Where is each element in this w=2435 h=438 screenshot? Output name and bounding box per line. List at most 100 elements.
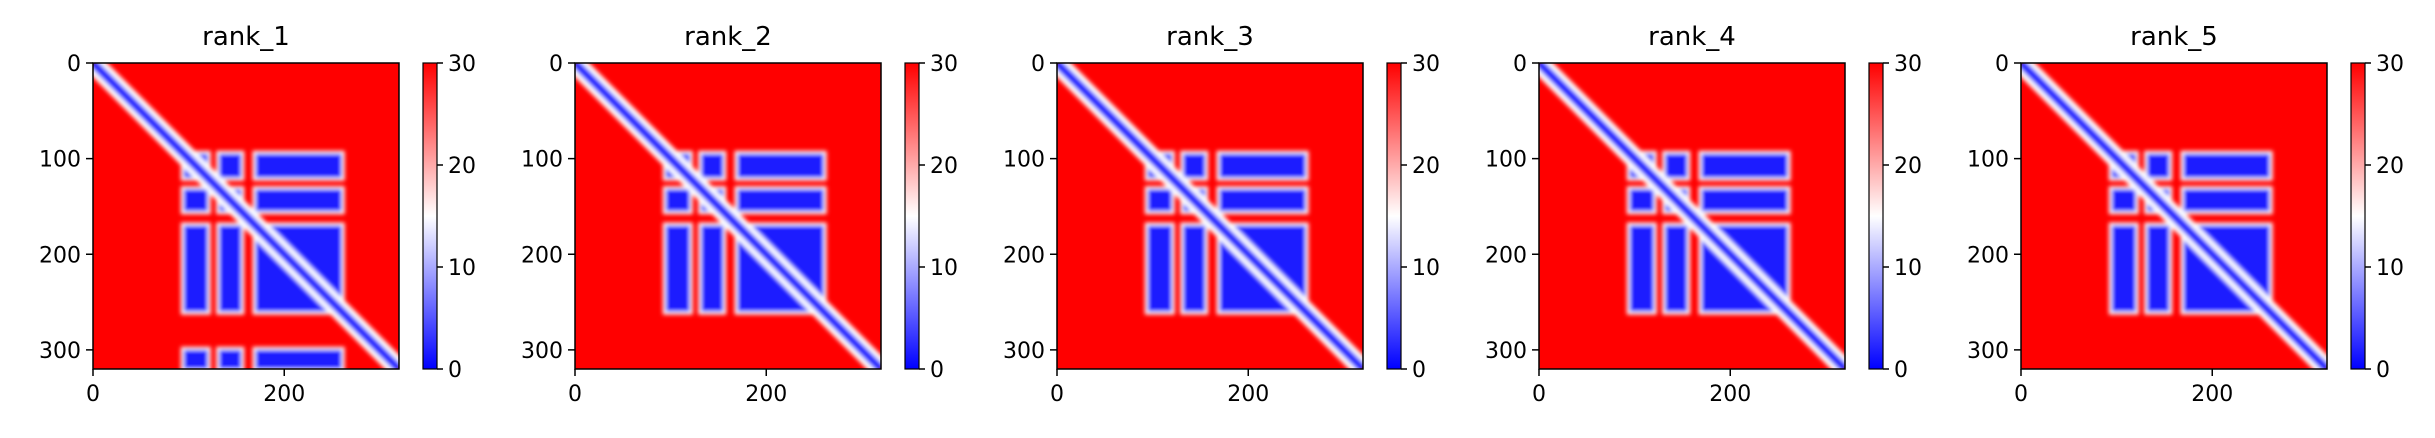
heatmap-2 — [575, 63, 881, 369]
y-tick-label: 100 — [1485, 148, 1527, 173]
contact-block — [1147, 189, 1172, 212]
x-tick-label: 200 — [2191, 382, 2233, 407]
contact-block — [183, 349, 208, 369]
contact-block — [701, 153, 724, 178]
contact-block — [737, 153, 824, 178]
panel-title: rank_5 — [2130, 22, 2218, 52]
contact-block — [2111, 225, 2136, 312]
colorbar — [1868, 62, 1884, 370]
x-tick-label: 200 — [745, 382, 787, 407]
colorbar-tick-label: 30 — [448, 52, 476, 77]
x-tick-label: 0 — [1050, 382, 1064, 407]
colorbar-tick-label: 10 — [1412, 256, 1440, 281]
contact-block — [1701, 153, 1788, 178]
contact-block — [219, 153, 242, 178]
panel-title: rank_1 — [202, 22, 290, 52]
y-tick-label: 100 — [39, 148, 81, 173]
diagonal-band — [93, 63, 399, 369]
y-tick-label: 0 — [1995, 52, 2009, 77]
y-tick-label: 100 — [1003, 148, 1045, 173]
y-tick-label: 300 — [1003, 339, 1045, 364]
contact-block — [2147, 153, 2170, 178]
contact-block — [737, 189, 824, 212]
colorbar-tick-label: 20 — [930, 154, 958, 179]
y-tick-label: 100 — [1967, 148, 2009, 173]
colorbar-tick-label: 0 — [448, 358, 462, 383]
heatmap-3 — [1057, 63, 1363, 369]
colorbar-tick-label: 0 — [2376, 358, 2390, 383]
colorbar — [422, 62, 438, 370]
y-tick-label: 0 — [67, 52, 81, 77]
y-tick-label: 0 — [1031, 52, 1045, 77]
colorbar-tick-label: 10 — [1894, 256, 1922, 281]
colorbar-tick-label: 0 — [930, 358, 944, 383]
colorbar-tick-label: 30 — [2376, 52, 2404, 77]
colorbar-tick-label: 30 — [1894, 52, 1922, 77]
axes-frame — [92, 62, 400, 370]
x-tick-label: 200 — [1227, 382, 1269, 407]
y-tick-label: 300 — [521, 339, 563, 364]
panel-title: rank_4 — [1648, 22, 1736, 52]
contact-block — [219, 349, 242, 369]
diagonal-band — [1539, 63, 1845, 369]
contact-block — [183, 189, 208, 212]
y-tick-label: 200 — [39, 243, 81, 268]
contact-block — [2147, 225, 2170, 312]
y-tick-label: 300 — [1485, 339, 1527, 364]
colorbar-tick-label: 30 — [930, 52, 958, 77]
axes-frame — [1056, 62, 1364, 370]
heatmap-5 — [2021, 63, 2327, 369]
axes-frame — [1538, 62, 1846, 370]
contact-block — [183, 225, 208, 312]
diagonal-band — [2021, 63, 2327, 369]
contact-block — [701, 225, 724, 312]
y-tick-label: 300 — [39, 339, 81, 364]
x-tick-label: 0 — [2014, 382, 2028, 407]
axes-frame — [574, 62, 882, 370]
contact-block — [1629, 189, 1654, 212]
contact-block — [255, 153, 342, 178]
y-tick-label: 200 — [1485, 243, 1527, 268]
colorbar-tick-label: 20 — [1412, 154, 1440, 179]
colorbar-tick-label: 20 — [1894, 154, 1922, 179]
contact-block — [255, 349, 342, 369]
axes-frame — [2020, 62, 2328, 370]
colorbar — [904, 62, 920, 370]
heatmap-1 — [93, 63, 399, 369]
contact-block — [1183, 153, 1206, 178]
panel-title: rank_2 — [684, 22, 772, 52]
x-tick-label: 0 — [568, 382, 582, 407]
contact-block — [1147, 225, 1172, 312]
contact-block — [2183, 153, 2270, 178]
contact-block — [2183, 189, 2270, 212]
colorbar-tick-label: 20 — [2376, 154, 2404, 179]
y-tick-label: 200 — [1967, 243, 2009, 268]
colorbar-tick-label: 10 — [930, 256, 958, 281]
contact-block — [1665, 225, 1688, 312]
contact-block — [2111, 189, 2136, 212]
colorbar-tick-label: 20 — [448, 154, 476, 179]
y-tick-label: 0 — [549, 52, 563, 77]
colorbar-tick-label: 0 — [1412, 358, 1426, 383]
y-tick-label: 100 — [521, 148, 563, 173]
colorbar-tick-label: 30 — [1412, 52, 1440, 77]
contact-block — [1183, 225, 1206, 312]
y-tick-label: 0 — [1513, 52, 1527, 77]
contact-block — [665, 225, 690, 312]
x-tick-label: 200 — [1709, 382, 1751, 407]
colorbar-tick-label: 10 — [448, 256, 476, 281]
x-tick-label: 0 — [1532, 382, 1546, 407]
diagonal-band — [575, 63, 881, 369]
diagonal-band — [1057, 63, 1363, 369]
x-tick-label: 0 — [86, 382, 100, 407]
contact-block — [1701, 189, 1788, 212]
colorbar-tick-label: 0 — [1894, 358, 1908, 383]
y-tick-label: 200 — [1003, 243, 1045, 268]
contact-block — [1629, 225, 1654, 312]
